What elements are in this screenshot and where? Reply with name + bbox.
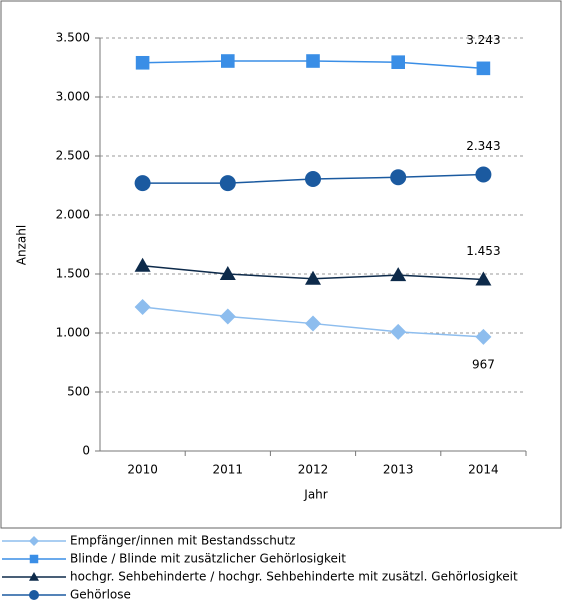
data-label: 3.243 (466, 33, 500, 47)
data-point (391, 55, 405, 69)
x-tick-label: 2012 (298, 463, 329, 477)
y-tick-label: 3.000 (56, 90, 90, 104)
x-tick-label: 2013 (383, 463, 414, 477)
data-point (134, 299, 151, 316)
data-label: 2.343 (466, 139, 500, 153)
x-tick-label: 2010 (127, 463, 158, 477)
data-point (134, 257, 151, 272)
data-point (390, 267, 407, 282)
x-axis-title: Jahr (303, 488, 327, 502)
data-point (219, 266, 236, 280)
y-axis-title: Anzahl (15, 225, 29, 265)
data-label: 1.453 (466, 244, 500, 258)
y-tick-label: 500 (67, 385, 90, 399)
data-point (476, 61, 491, 76)
data-point (135, 55, 150, 70)
y-tick-label: 3.500 (56, 31, 90, 45)
y-tick-label: 1.500 (56, 267, 90, 281)
data-point (221, 54, 235, 68)
y-tick-label: 1.000 (56, 326, 90, 340)
x-tick-label: 2014 (468, 463, 499, 477)
data-point (475, 328, 492, 345)
data-point (305, 315, 321, 332)
legend-label: Gehörlose (70, 588, 131, 602)
data-point (390, 323, 407, 340)
data-point (219, 175, 236, 192)
data-point (305, 171, 321, 188)
legend-marker (29, 554, 39, 564)
data-point (475, 271, 492, 286)
y-tick-label: 0 (82, 444, 90, 458)
data-label: 967 (472, 357, 495, 371)
legend-marker (29, 590, 39, 600)
data-point (306, 54, 320, 68)
x-tick-label: 2011 (213, 463, 244, 477)
legend-label: Blinde / Blinde mit zusätzlicher Gehörlo… (70, 552, 346, 566)
chart-frame (0, 0, 562, 529)
data-point (305, 270, 321, 285)
legend-marker (29, 536, 39, 546)
data-point (219, 308, 236, 325)
data-point (390, 169, 407, 186)
data-point (134, 175, 151, 192)
y-tick-label: 2.000 (56, 208, 90, 222)
data-point (475, 166, 492, 183)
legend-label: Empfänger/innen mit Bestandsschutz (70, 534, 295, 548)
legend-marker (29, 572, 39, 581)
legend-label: hochgr. Sehbehinderte / hochgr. Sehbehin… (70, 570, 518, 584)
y-tick-label: 2.500 (56, 149, 90, 163)
